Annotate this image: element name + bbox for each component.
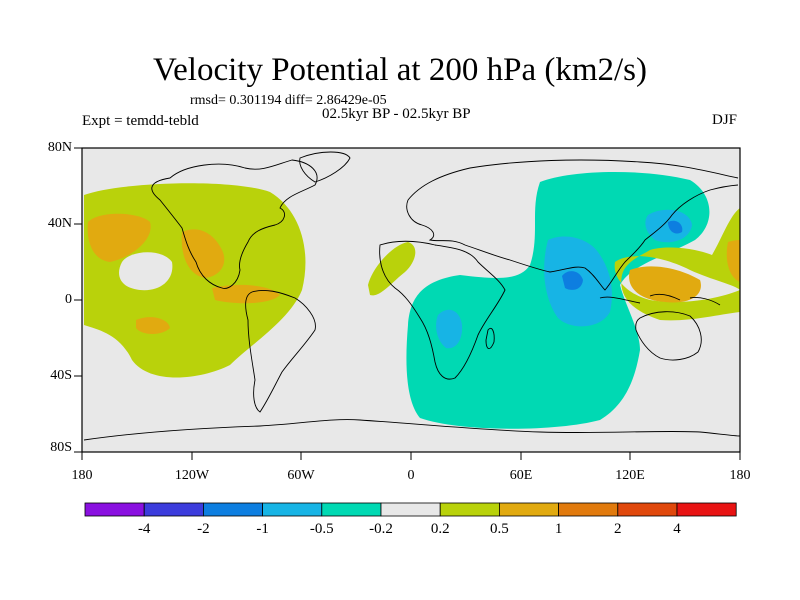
colorbar-box-7: [498, 502, 559, 517]
colorbar-box-3: [262, 502, 323, 517]
lat-tick-40n: 40N: [47, 216, 72, 231]
season-label: DJF: [712, 112, 738, 128]
negative-patch-africa: [436, 309, 463, 349]
lon-tick-180e: 180: [729, 468, 751, 483]
positive-patch-mexico: [181, 229, 225, 278]
negative-core-indian: [562, 271, 583, 290]
negative-core-japan: [668, 220, 683, 234]
experiment-label: Expt = temdd-tebld: [82, 113, 199, 129]
coast-madagascar: [485, 327, 495, 349]
colorbar-box-8: [558, 502, 619, 517]
positive-patch-south-pacific: [136, 317, 170, 334]
colorbar-label-5: 0.2: [430, 521, 450, 537]
positive-anomaly-maritime: [614, 208, 740, 321]
colorbar-label-3: -0.5: [309, 521, 334, 537]
positive-patch-maritime: [629, 266, 701, 303]
colorbar-box-4: [321, 502, 382, 517]
colorbar-label-8: 2: [614, 521, 622, 537]
colorbar-label-7: 1: [554, 521, 563, 537]
coast-indonesia: [599, 293, 721, 306]
colorbar-box-9: [617, 502, 678, 517]
lon-tick-60w: 60W: [287, 468, 315, 483]
coast-eurasia: [406, 159, 739, 291]
lat-tick-0: 0: [65, 292, 72, 307]
positive-patch-caribbean: [212, 284, 280, 304]
positive-patch-dateline: [726, 240, 740, 282]
colorbar-box-6: [439, 502, 500, 517]
colorbar-label-2: -1: [256, 521, 269, 537]
colorbar-label-4: -0.2: [369, 521, 393, 537]
colorbar-label-9: 4: [673, 521, 681, 537]
colorbar-box-2: [202, 502, 263, 517]
axis-ticks: [74, 147, 741, 460]
lat-tick-80s: 80S: [50, 440, 72, 455]
positive-patch-pacific: [87, 213, 151, 262]
colorbar-label-6: 0.5: [490, 521, 509, 537]
colorbar-label-0: -4: [137, 521, 151, 537]
lon-tick-180w: 180: [71, 468, 93, 483]
coast-australia: [635, 311, 702, 361]
colorbar-label-1: -2: [197, 521, 210, 537]
lat-tick-40s: 40S: [50, 368, 72, 383]
lon-tick-0: 0: [407, 468, 415, 483]
plot-title: Velocity Potential at 200 hPa (km2/s): [152, 52, 648, 88]
coast-africa: [379, 240, 506, 380]
coast-north-america: [151, 159, 318, 289]
coast-antarctica: [83, 419, 741, 441]
colorbar-box-0: [84, 502, 145, 517]
neutral-hole-pacific: [119, 252, 173, 291]
colorbar: [84, 502, 737, 517]
colorbar-box-10: [676, 502, 737, 517]
lon-tick-120e: 120E: [615, 468, 645, 483]
stats-text: rmsd= 0.301194 diff= 2.86429e-05: [190, 93, 387, 108]
colorbar-box-5: [380, 502, 441, 517]
colorbar-box-1: [143, 502, 204, 517]
coastlines: [83, 151, 741, 441]
lon-tick-60e: 60E: [509, 468, 533, 483]
coast-greenland: [299, 151, 351, 183]
lat-tick-80n: 80N: [47, 140, 72, 155]
lon-tick-120w: 120W: [174, 468, 210, 483]
period-label: 02.5kyr BP - 02.5kyr BP: [322, 106, 471, 122]
coast-south-america: [245, 289, 316, 413]
positive-anomaly-atlantic: [368, 242, 416, 296]
